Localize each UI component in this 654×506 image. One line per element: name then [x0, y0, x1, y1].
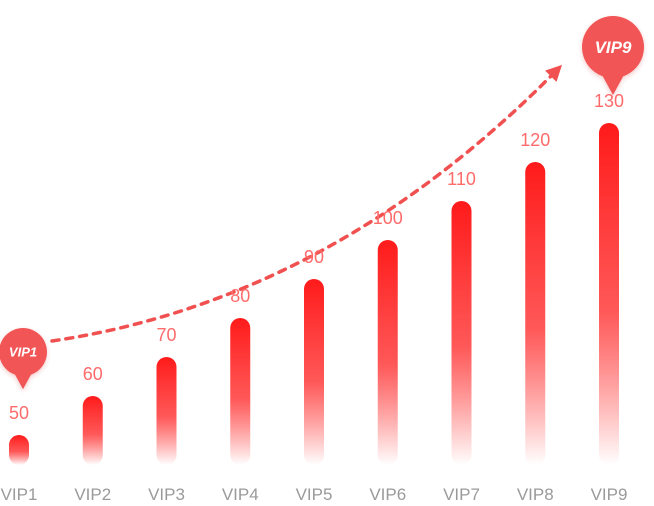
category-label-vip4: VIP4: [222, 485, 259, 504]
vip9-badge: VIP9: [582, 16, 644, 96]
value-label-vip1: 50: [9, 403, 29, 423]
category-label-vip8: VIP8: [517, 485, 554, 504]
bar-vip7: [451, 201, 472, 465]
vip1-badge: VIP1: [0, 328, 47, 390]
bar-vip6: [377, 240, 398, 465]
category-label-vip9: VIP9: [591, 485, 628, 504]
value-label-vip7: 110: [447, 169, 476, 189]
bar-vip8: [525, 162, 546, 465]
category-label-vip3: VIP3: [148, 485, 185, 504]
value-label-vip3: 70: [156, 325, 176, 345]
bar-vip3: [156, 357, 177, 465]
category-label-vip1: VIP1: [1, 485, 38, 504]
growth-arrow: [50, 64, 563, 343]
badges-group: VIP1 VIP9: [0, 16, 644, 390]
bar-vip9: [599, 123, 619, 465]
bars-group: [9, 123, 619, 465]
value-label-vip2: 60: [83, 364, 103, 384]
bar-vip1: [9, 435, 29, 465]
value-label-vip8: 120: [520, 130, 550, 150]
value-label-vip4: 80: [230, 286, 250, 306]
bar-vip2: [82, 396, 103, 465]
category-label-vip5: VIP5: [296, 485, 333, 504]
vip1-badge-label: VIP1: [9, 345, 37, 360]
arrow-head-icon: [545, 64, 563, 82]
bar-vip5: [304, 279, 324, 465]
labels-group: 50 VIP1 60 VIP2 70 VIP3 80 VIP4 90 VIP5 100 VIP6 110…: [1, 91, 628, 504]
category-label-vip2: VIP2: [74, 485, 111, 504]
vip9-badge-label: VIP9: [595, 38, 632, 57]
value-label-vip6: 100: [373, 208, 403, 228]
value-label-vip5: 90: [304, 247, 324, 267]
category-label-vip7: VIP7: [443, 485, 480, 504]
growth-arrow-path: [50, 70, 557, 343]
bar-vip4: [230, 318, 251, 465]
category-label-vip6: VIP6: [369, 485, 406, 504]
value-label-vip9: 130: [594, 91, 624, 111]
